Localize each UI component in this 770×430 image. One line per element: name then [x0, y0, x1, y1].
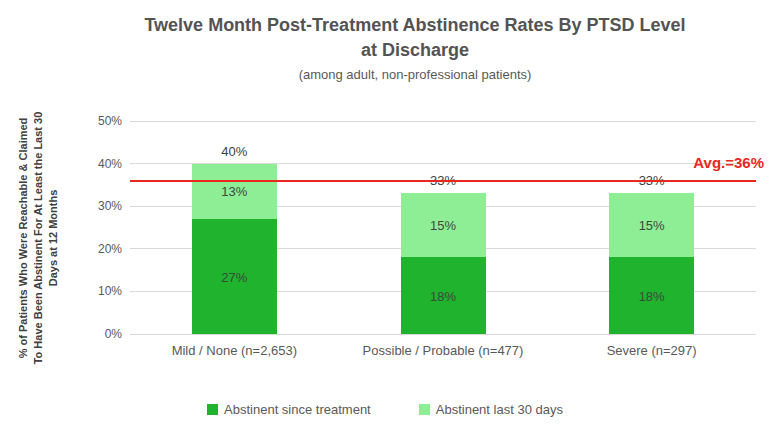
segment-value-label: 15% — [609, 218, 694, 233]
y-axis-title: % of Patients Who Were Reachable & Claim… — [16, 70, 64, 406]
plot-area: 0%10%20%30%40%50%27%13%40%Mild / None (n… — [130, 121, 756, 334]
legend-item-2: Abstinent last 30 days — [419, 402, 563, 417]
average-line — [130, 180, 756, 182]
y-tick-label: 50% — [80, 114, 122, 128]
y-tick-label: 40% — [80, 157, 122, 171]
segment-value-label: 18% — [401, 289, 486, 304]
x-category-label: Possible / Probable (n=477) — [363, 343, 524, 358]
x-category-label: Severe (n=297) — [607, 343, 697, 358]
chart-subtitle: (among adult, non-professional patients) — [60, 67, 770, 82]
y-tick-label: 30% — [80, 199, 122, 213]
y-tick-label: 10% — [80, 284, 122, 298]
segment-value-label: 27% — [192, 270, 277, 285]
legend-swatch-icon — [207, 404, 218, 415]
segment-value-label: 18% — [609, 289, 694, 304]
legend-item-1: Abstinent since treatment — [207, 402, 371, 417]
average-line-label: Avg.=36% — [693, 154, 764, 171]
bar-1: 27% 13% — [192, 164, 277, 334]
segment-value-label: 13% — [192, 184, 277, 199]
bar-2: 18% 15% — [401, 193, 486, 334]
y-tick-label: 0% — [80, 327, 122, 341]
segment-value-label: 15% — [401, 218, 486, 233]
legend-swatch-icon — [419, 404, 430, 415]
x-category-label: Mild / None (n=2,653) — [172, 343, 297, 358]
legend-label: Abstinent last 30 days — [436, 402, 563, 417]
legend-label: Abstinent since treatment — [224, 402, 371, 417]
chart-slide: Twelve Month Post-Treatment Abstinence R… — [0, 0, 770, 430]
gridline — [130, 121, 756, 122]
bar-3: 18% 15% — [609, 193, 694, 334]
legend: Abstinent since treatment Abstinent last … — [0, 402, 770, 417]
chart-title: Twelve Month Post-Treatment Abstinence R… — [60, 13, 770, 63]
bar-total-label: 40% — [194, 144, 274, 159]
y-tick-label: 20% — [80, 242, 122, 256]
